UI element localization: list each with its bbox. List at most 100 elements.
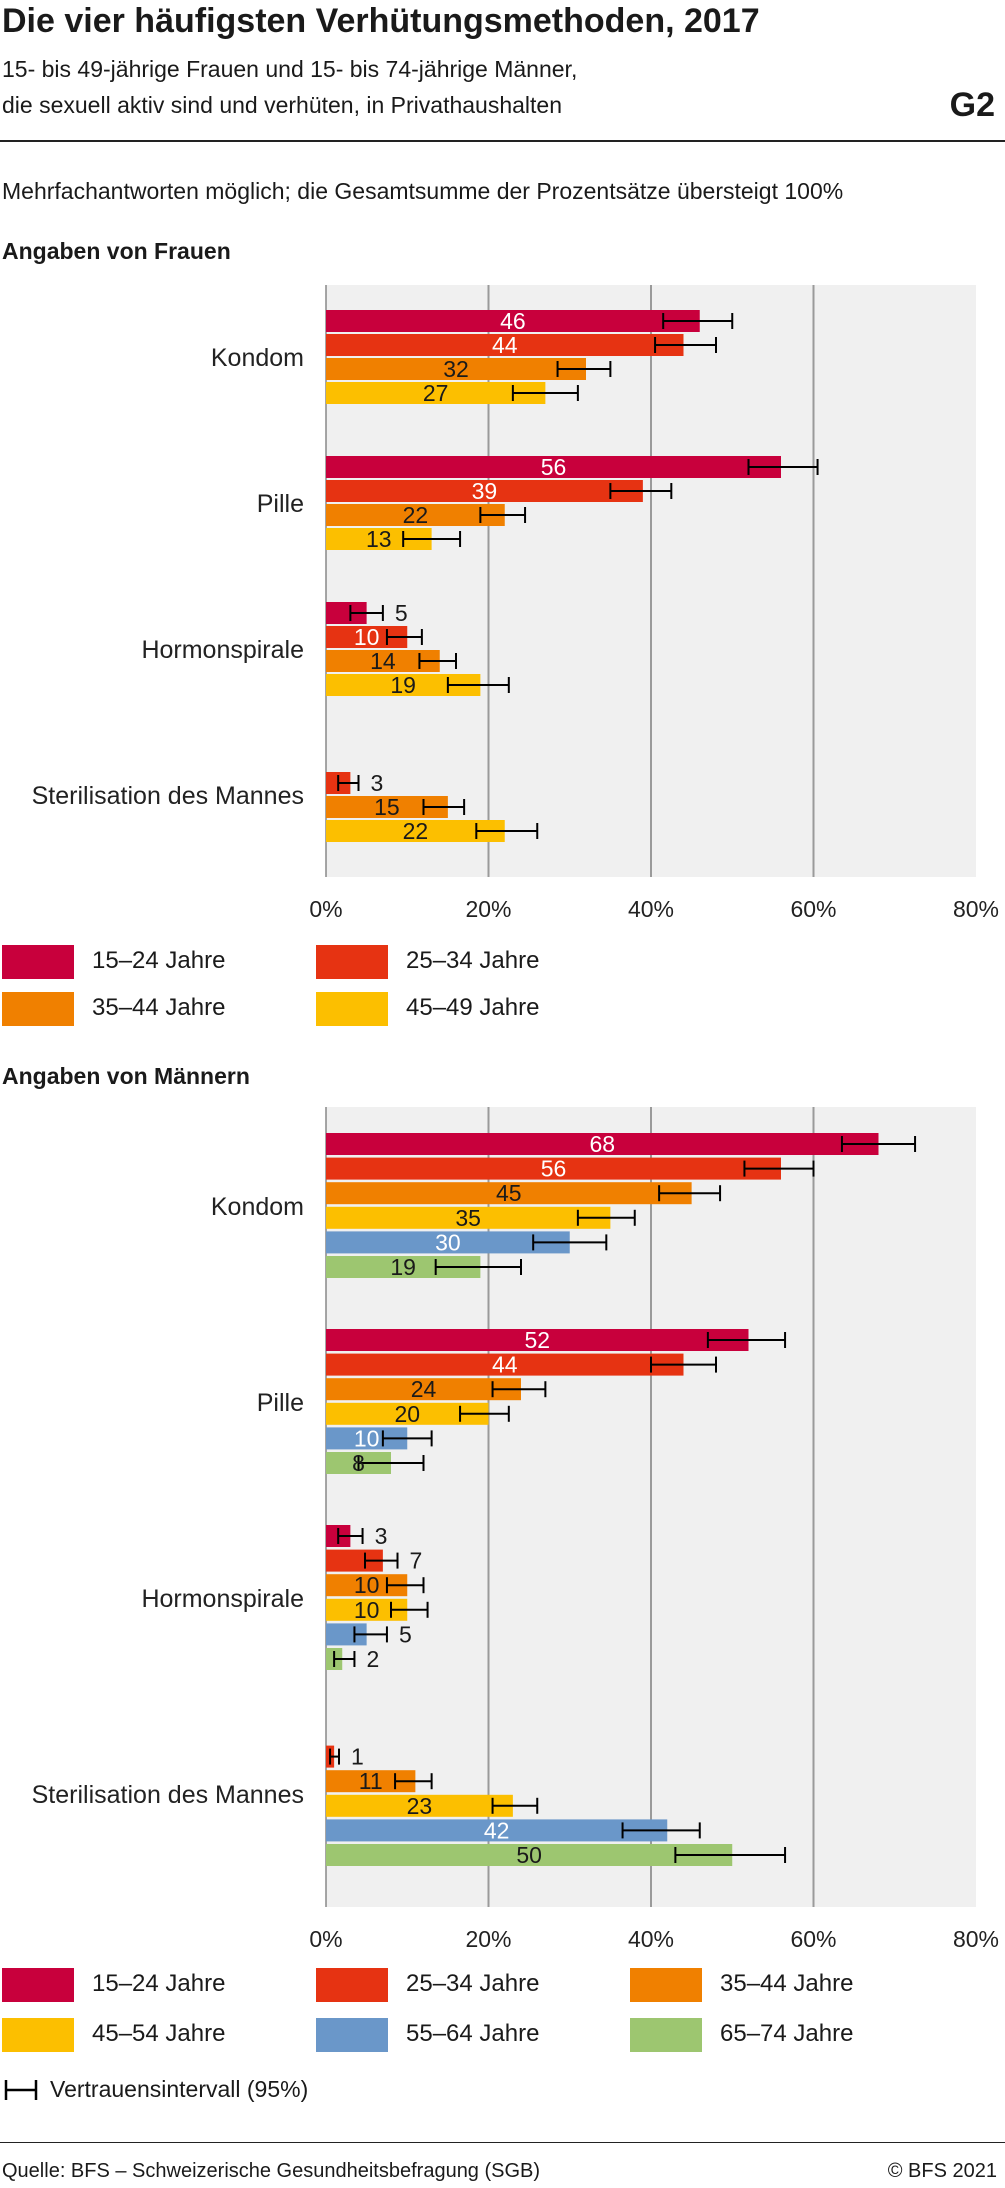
legend-label: 25–34 Jahre	[406, 947, 540, 974]
category-label: Sterilisation des Mannes	[32, 1781, 304, 1809]
bar-value-label: 14	[370, 648, 396, 674]
bar-value-label: 10	[354, 624, 380, 650]
bar-value-label: 44	[492, 332, 518, 358]
x-tick-label: 40%	[628, 1926, 674, 1952]
bar	[326, 796, 448, 818]
figure-id: G2	[949, 86, 995, 124]
legend-swatch	[316, 945, 388, 979]
legend-swatch	[2, 2018, 74, 2052]
bar-value-label: 42	[484, 1817, 510, 1843]
bar	[326, 1819, 668, 1842]
bar	[326, 1133, 879, 1155]
bar	[326, 1598, 408, 1621]
x-tick-label: 0%	[309, 896, 342, 922]
header-rule	[0, 140, 1005, 142]
women-chart: 0% 20% 40% 60% 80%Kondom46443227Pille5639221…	[32, 285, 999, 922]
legend-swatch	[630, 1968, 702, 2002]
bar-value-label: 10	[354, 1572, 380, 1598]
x-tick-label: 20%	[465, 1926, 511, 1952]
legend-label: 55–64 Jahre	[406, 2020, 540, 2047]
footer-copyright: © BFS 2021	[887, 2160, 997, 2182]
bar	[326, 310, 700, 332]
bar	[326, 1256, 481, 1278]
bar	[326, 456, 781, 478]
bar	[326, 480, 643, 502]
bar	[326, 1157, 781, 1180]
bar-value-label: 56	[541, 454, 567, 480]
bar	[326, 1770, 416, 1793]
x-tick-label: 40%	[628, 896, 674, 922]
ci-legend-icon	[4, 2080, 38, 2100]
legend-label: 15–24 Jahre	[92, 947, 226, 974]
men-chart: 0% 20% 40% 60% 80%Kondom685645353019Pille524…	[32, 1107, 999, 1952]
bar	[326, 1206, 611, 1229]
bar	[326, 1353, 684, 1376]
bar-value-label: 24	[411, 1376, 437, 1402]
bar-value-label: 68	[589, 1131, 615, 1157]
legend-label: 15–24 Jahre	[92, 1970, 226, 1997]
footer-source: Quelle: BFS – Schweizerische Gesundheits…	[2, 2160, 541, 2182]
legend-swatch	[2, 992, 74, 1026]
bar-value-label: 30	[435, 1229, 461, 1255]
bar	[326, 382, 546, 404]
category-label: Hormonspirale	[141, 636, 304, 664]
bar	[326, 1623, 367, 1646]
x-tick-label: 20%	[465, 896, 511, 922]
legend-swatch	[630, 2018, 702, 2052]
x-tick-label: 80%	[953, 1926, 999, 1952]
bar-value-label: 22	[403, 502, 429, 528]
bar	[326, 1549, 383, 1572]
bar-value-label: 19	[390, 1254, 416, 1280]
legend-swatch	[316, 2018, 388, 2052]
bar	[326, 1329, 749, 1351]
bar	[326, 820, 505, 842]
chart-title: Die vier häufigsten Verhütungsmethoden, …	[2, 2, 760, 40]
x-tick-label: 80%	[953, 896, 999, 922]
category-label: Kondom	[211, 344, 304, 372]
legend-label: 35–44 Jahre	[720, 1970, 854, 1997]
women-section-title: Angaben von Frauen	[2, 238, 231, 264]
bar-value-label: 46	[500, 308, 526, 334]
footer-rule	[0, 2142, 1005, 2143]
bar-value-label: 39	[472, 478, 498, 504]
bar-value-label: 50	[516, 1842, 542, 1868]
legend-swatch	[2, 1968, 74, 2002]
chart-note: Mehrfachantworten möglich; die Gesamtsum…	[2, 178, 844, 204]
legend-swatch	[316, 992, 388, 1026]
bar	[326, 334, 684, 356]
bar-value-label: 2	[366, 1646, 379, 1672]
legend-label: 25–34 Jahre	[406, 1970, 540, 1997]
x-tick-label: 60%	[790, 1926, 836, 1952]
bar-value-label: 5	[399, 1621, 412, 1647]
x-tick-label: 0%	[309, 1926, 342, 1952]
men-section-title: Angaben von Männern	[2, 1063, 250, 1089]
bar-value-label: 22	[403, 818, 429, 844]
bar	[326, 602, 367, 624]
legend-label: 45–54 Jahre	[92, 2020, 226, 2047]
bar-value-label: 10	[354, 1425, 380, 1451]
category-label: Pille	[257, 490, 304, 518]
bar	[326, 528, 432, 550]
bar-value-label: 32	[443, 356, 469, 382]
bar-value-label: 5	[395, 600, 408, 626]
bar-value-label: 27	[423, 380, 449, 406]
bar-value-label: 15	[374, 794, 400, 820]
bar	[326, 674, 481, 696]
bar	[326, 1427, 408, 1450]
category-label: Sterilisation des Mannes	[32, 782, 304, 810]
bar	[326, 1182, 692, 1205]
bar	[326, 1794, 513, 1817]
bar	[326, 1844, 733, 1866]
bar-value-label: 10	[354, 1597, 380, 1623]
subtitle-line-1: 15- bis 49-jährige Frauen und 15- bis 74…	[2, 56, 578, 82]
bar-value-label: 35	[455, 1205, 481, 1231]
bar	[326, 1378, 521, 1401]
legend-label: 45–49 Jahre	[406, 994, 540, 1021]
bar	[326, 650, 440, 672]
legend-label: 65–74 Jahre	[720, 2020, 854, 2047]
bar-value-label: 3	[375, 1523, 388, 1549]
legend-swatch	[316, 1968, 388, 2002]
bar-value-label: 23	[407, 1793, 433, 1819]
bar-value-label: 7	[410, 1548, 423, 1574]
category-label: Pille	[257, 1389, 304, 1417]
